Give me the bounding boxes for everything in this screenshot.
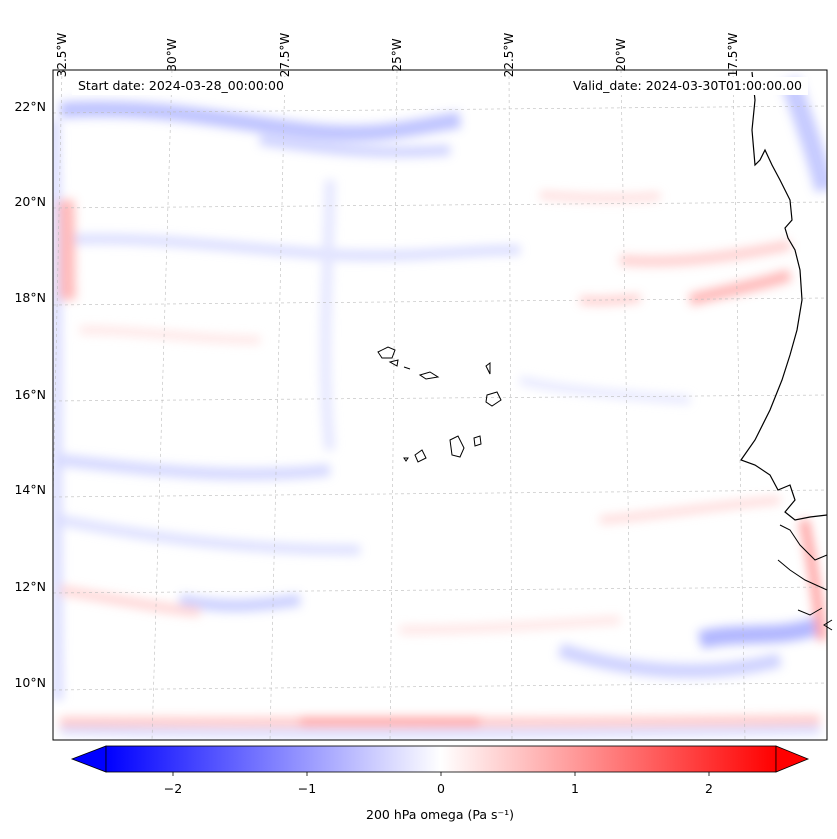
colorbar (70, 745, 810, 776)
map-panel (52, 69, 833, 741)
graticule (53, 70, 827, 740)
lon-tick-label: 25°W (390, 38, 404, 72)
colorbar-tick-label: −1 (297, 781, 317, 796)
lon-tick-label: 30°W (165, 38, 179, 72)
valid-date-label: Valid_date: 2024-03-30T01:00:00.00 (566, 77, 808, 95)
lon-tick-label: 32.5°W (55, 32, 69, 78)
lat-tick-label: 20°N (14, 194, 46, 209)
africa-coast-detail (777, 524, 833, 631)
colorbar-tick-label: 0 (437, 781, 445, 796)
colorbar-label: 200 hPa omega (Pa s⁻¹) (366, 807, 514, 822)
lon-tick-label: 27.5°W (278, 32, 292, 78)
map-frame (52, 69, 828, 741)
lat-tick-label: 14°N (14, 482, 46, 497)
cape-verde-islands (377, 346, 502, 463)
lat-tick-label: 22°N (14, 99, 46, 114)
colorbar-extend-min (70, 745, 107, 773)
colorbar-tick-label: 1 (571, 781, 579, 796)
colorbar-extend-max (775, 745, 810, 773)
colorbar-tick-label: −2 (163, 781, 183, 796)
africa-coastline (740, 71, 828, 521)
lon-tick-label: 20°W (614, 38, 628, 72)
lat-tick-label: 12°N (14, 579, 46, 594)
lat-tick-label: 10°N (14, 675, 46, 690)
lon-tick-label: 17.5°W (726, 32, 740, 78)
colorbar-tick-label: 2 (705, 781, 713, 796)
colorbar-tick-marks (172, 772, 710, 776)
lat-tick-label: 16°N (14, 387, 46, 402)
colorbar-gradient (105, 745, 777, 773)
start-date-label: Start date: 2024-03-28_00:00:00 (72, 77, 290, 95)
lat-tick-label: 18°N (14, 290, 46, 305)
lon-tick-label: 22.5°W (502, 32, 516, 78)
